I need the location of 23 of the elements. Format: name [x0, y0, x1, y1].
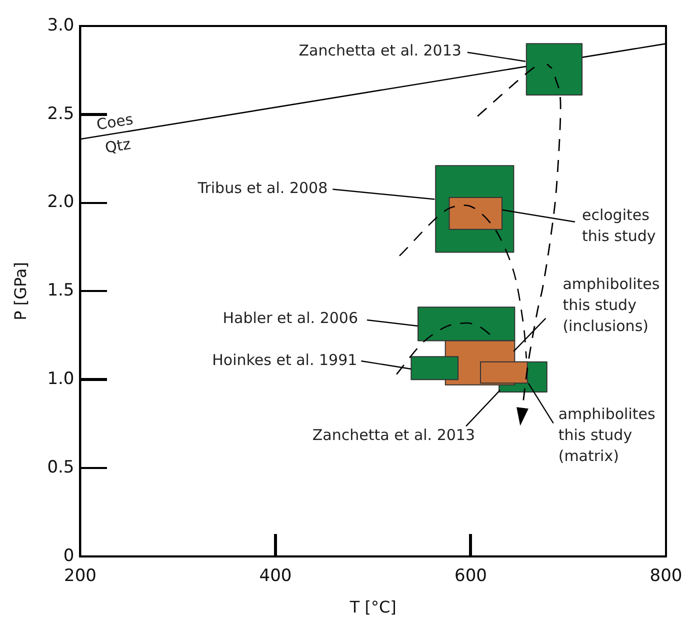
y-tick-label: 3.0 [47, 15, 74, 36]
y-tick-label: 2.0 [47, 192, 74, 212]
y-tick-label: 0 [63, 546, 74, 566]
y-tick-label: 2.5 [47, 104, 74, 124]
annotation: Tribus et al. 2008 [196, 179, 328, 198]
y-tick-label: 1.0 [47, 369, 74, 390]
annotation: Hoinkes et al. 1991 [212, 350, 358, 369]
x-axis-title: T [°C] [348, 598, 396, 617]
x-tick-label: 400 [259, 566, 292, 586]
annotation: Habler et al. 2006 [222, 308, 358, 327]
y-tick-label: 1.5 [47, 280, 74, 301]
x-tick-label: 200 [64, 566, 96, 586]
y-tick-label: 0.5 [47, 457, 74, 478]
annotation: Zanchetta et al. 2013 [312, 426, 476, 444]
y-axis-title: P [GPa] [10, 262, 30, 320]
x-tick-label: 600 [454, 566, 487, 586]
x-tick-label: 800 [650, 566, 682, 586]
annotation: amphibolites this study (matrix) [558, 405, 656, 466]
annotation: eclogites this study [582, 206, 656, 245]
annotation: Qtz [104, 134, 132, 157]
annotation: Coes [95, 110, 135, 134]
annotation: Zanchetta et al. 2013 [298, 41, 462, 60]
annotation: amphibolites this study (inclusions) [562, 275, 660, 336]
